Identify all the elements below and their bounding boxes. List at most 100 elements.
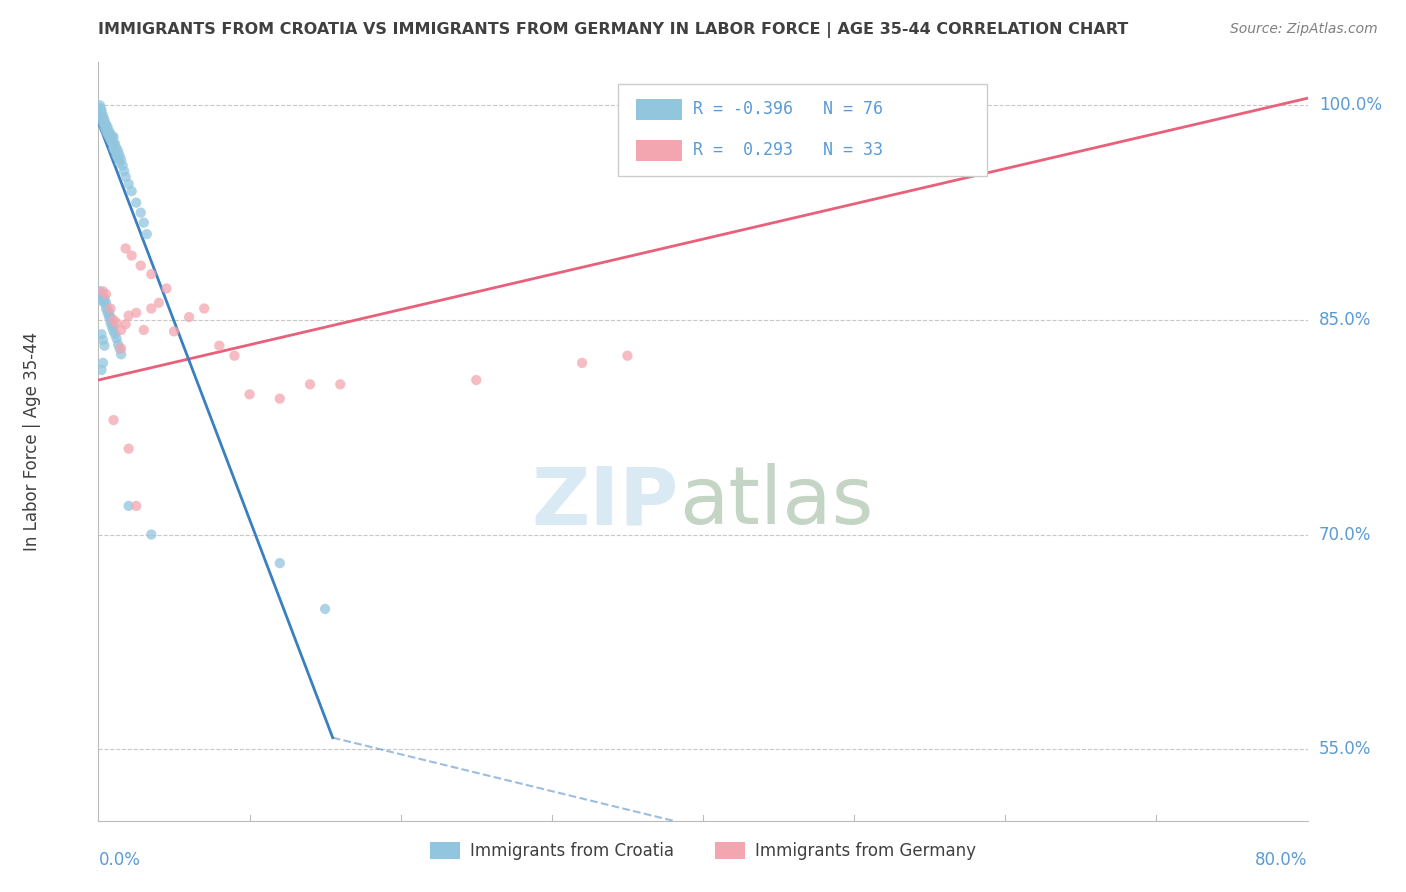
Point (91, 285, 114, 299)
Point (193, 301, 215, 316)
Bar (637, 140, 682, 161)
Point (114, 241, 136, 255)
Text: 80.0%: 80.0% (1256, 851, 1308, 869)
Point (100, 301, 122, 316)
Point (125, 499, 148, 513)
Point (110, 347, 132, 361)
Point (89, 105, 111, 120)
Point (90, 105, 112, 120)
Point (89, 98, 111, 112)
Point (101, 129, 124, 144)
Point (105, 141, 128, 155)
Text: 0.0%: 0.0% (98, 851, 141, 869)
Point (108, 155, 131, 169)
Point (89, 101, 111, 115)
Point (239, 387, 262, 401)
Point (118, 499, 141, 513)
Point (148, 295, 170, 310)
Point (163, 325, 186, 339)
Point (107, 151, 129, 165)
Point (118, 442, 141, 456)
Point (329, 377, 352, 392)
Point (103, 325, 125, 339)
Point (100, 133, 122, 147)
Text: R = -0.396   N = 76: R = -0.396 N = 76 (693, 101, 883, 119)
Point (93, 295, 115, 310)
Point (103, 313, 125, 327)
Point (107, 337, 129, 351)
Point (125, 195, 148, 210)
Point (101, 316, 124, 330)
Point (108, 148, 131, 162)
Point (93, 112, 115, 127)
Point (103, 141, 125, 155)
Point (118, 177, 141, 191)
Point (93, 292, 115, 306)
Point (141, 527, 163, 541)
Point (90, 110, 112, 124)
Point (141, 267, 163, 281)
Point (141, 301, 163, 316)
Point (132, 323, 155, 337)
Point (90, 363, 112, 377)
Point (571, 356, 593, 370)
Point (110, 323, 132, 337)
Point (103, 320, 125, 334)
Point (114, 317, 136, 331)
Bar (637, 99, 682, 120)
Point (94, 124, 117, 138)
Point (224, 349, 246, 363)
Point (90, 287, 112, 301)
Text: In Labor Force | Age 35-44: In Labor Force | Age 35-44 (22, 332, 41, 551)
Point (93, 117, 115, 131)
Point (90, 327, 112, 342)
Point (103, 413, 125, 427)
Legend: Immigrants from Croatia, Immigrants from Germany: Immigrants from Croatia, Immigrants from… (423, 836, 983, 867)
Point (105, 332, 128, 346)
Point (89, 285, 111, 299)
Point (132, 216, 155, 230)
Point (91, 333, 114, 347)
Point (121, 184, 143, 198)
Text: atlas: atlas (679, 463, 873, 541)
Point (94, 301, 117, 316)
Point (111, 158, 134, 172)
Point (104, 327, 127, 342)
Point (90, 103, 112, 117)
Point (465, 373, 488, 387)
Point (96, 127, 118, 141)
Point (94, 295, 117, 310)
Point (103, 136, 125, 150)
Text: ZIP: ZIP (531, 463, 679, 541)
Point (100, 316, 122, 330)
Text: R =  0.293   N = 33: R = 0.293 N = 33 (693, 142, 883, 160)
Point (155, 281, 177, 295)
Text: Source: ZipAtlas.com: Source: ZipAtlas.com (1230, 22, 1378, 37)
Point (269, 392, 291, 406)
Point (104, 144, 127, 158)
Point (299, 377, 322, 392)
Point (91, 112, 114, 127)
Point (98, 124, 121, 138)
Point (125, 306, 148, 320)
Point (104, 136, 127, 151)
Point (91, 294, 114, 309)
Text: 55.0%: 55.0% (1319, 740, 1371, 758)
Point (91, 115, 114, 129)
Point (114, 169, 136, 184)
Point (98, 306, 121, 320)
Point (100, 310, 122, 324)
Point (121, 249, 143, 263)
Point (108, 342, 131, 356)
Point (96, 301, 118, 316)
Point (96, 120, 118, 134)
Point (96, 124, 118, 138)
Point (96, 306, 118, 320)
Point (269, 556, 291, 570)
Point (110, 153, 132, 167)
Point (98, 129, 121, 144)
Point (94, 287, 117, 301)
Text: 70.0%: 70.0% (1319, 525, 1371, 543)
Point (100, 127, 122, 141)
Point (107, 144, 129, 158)
